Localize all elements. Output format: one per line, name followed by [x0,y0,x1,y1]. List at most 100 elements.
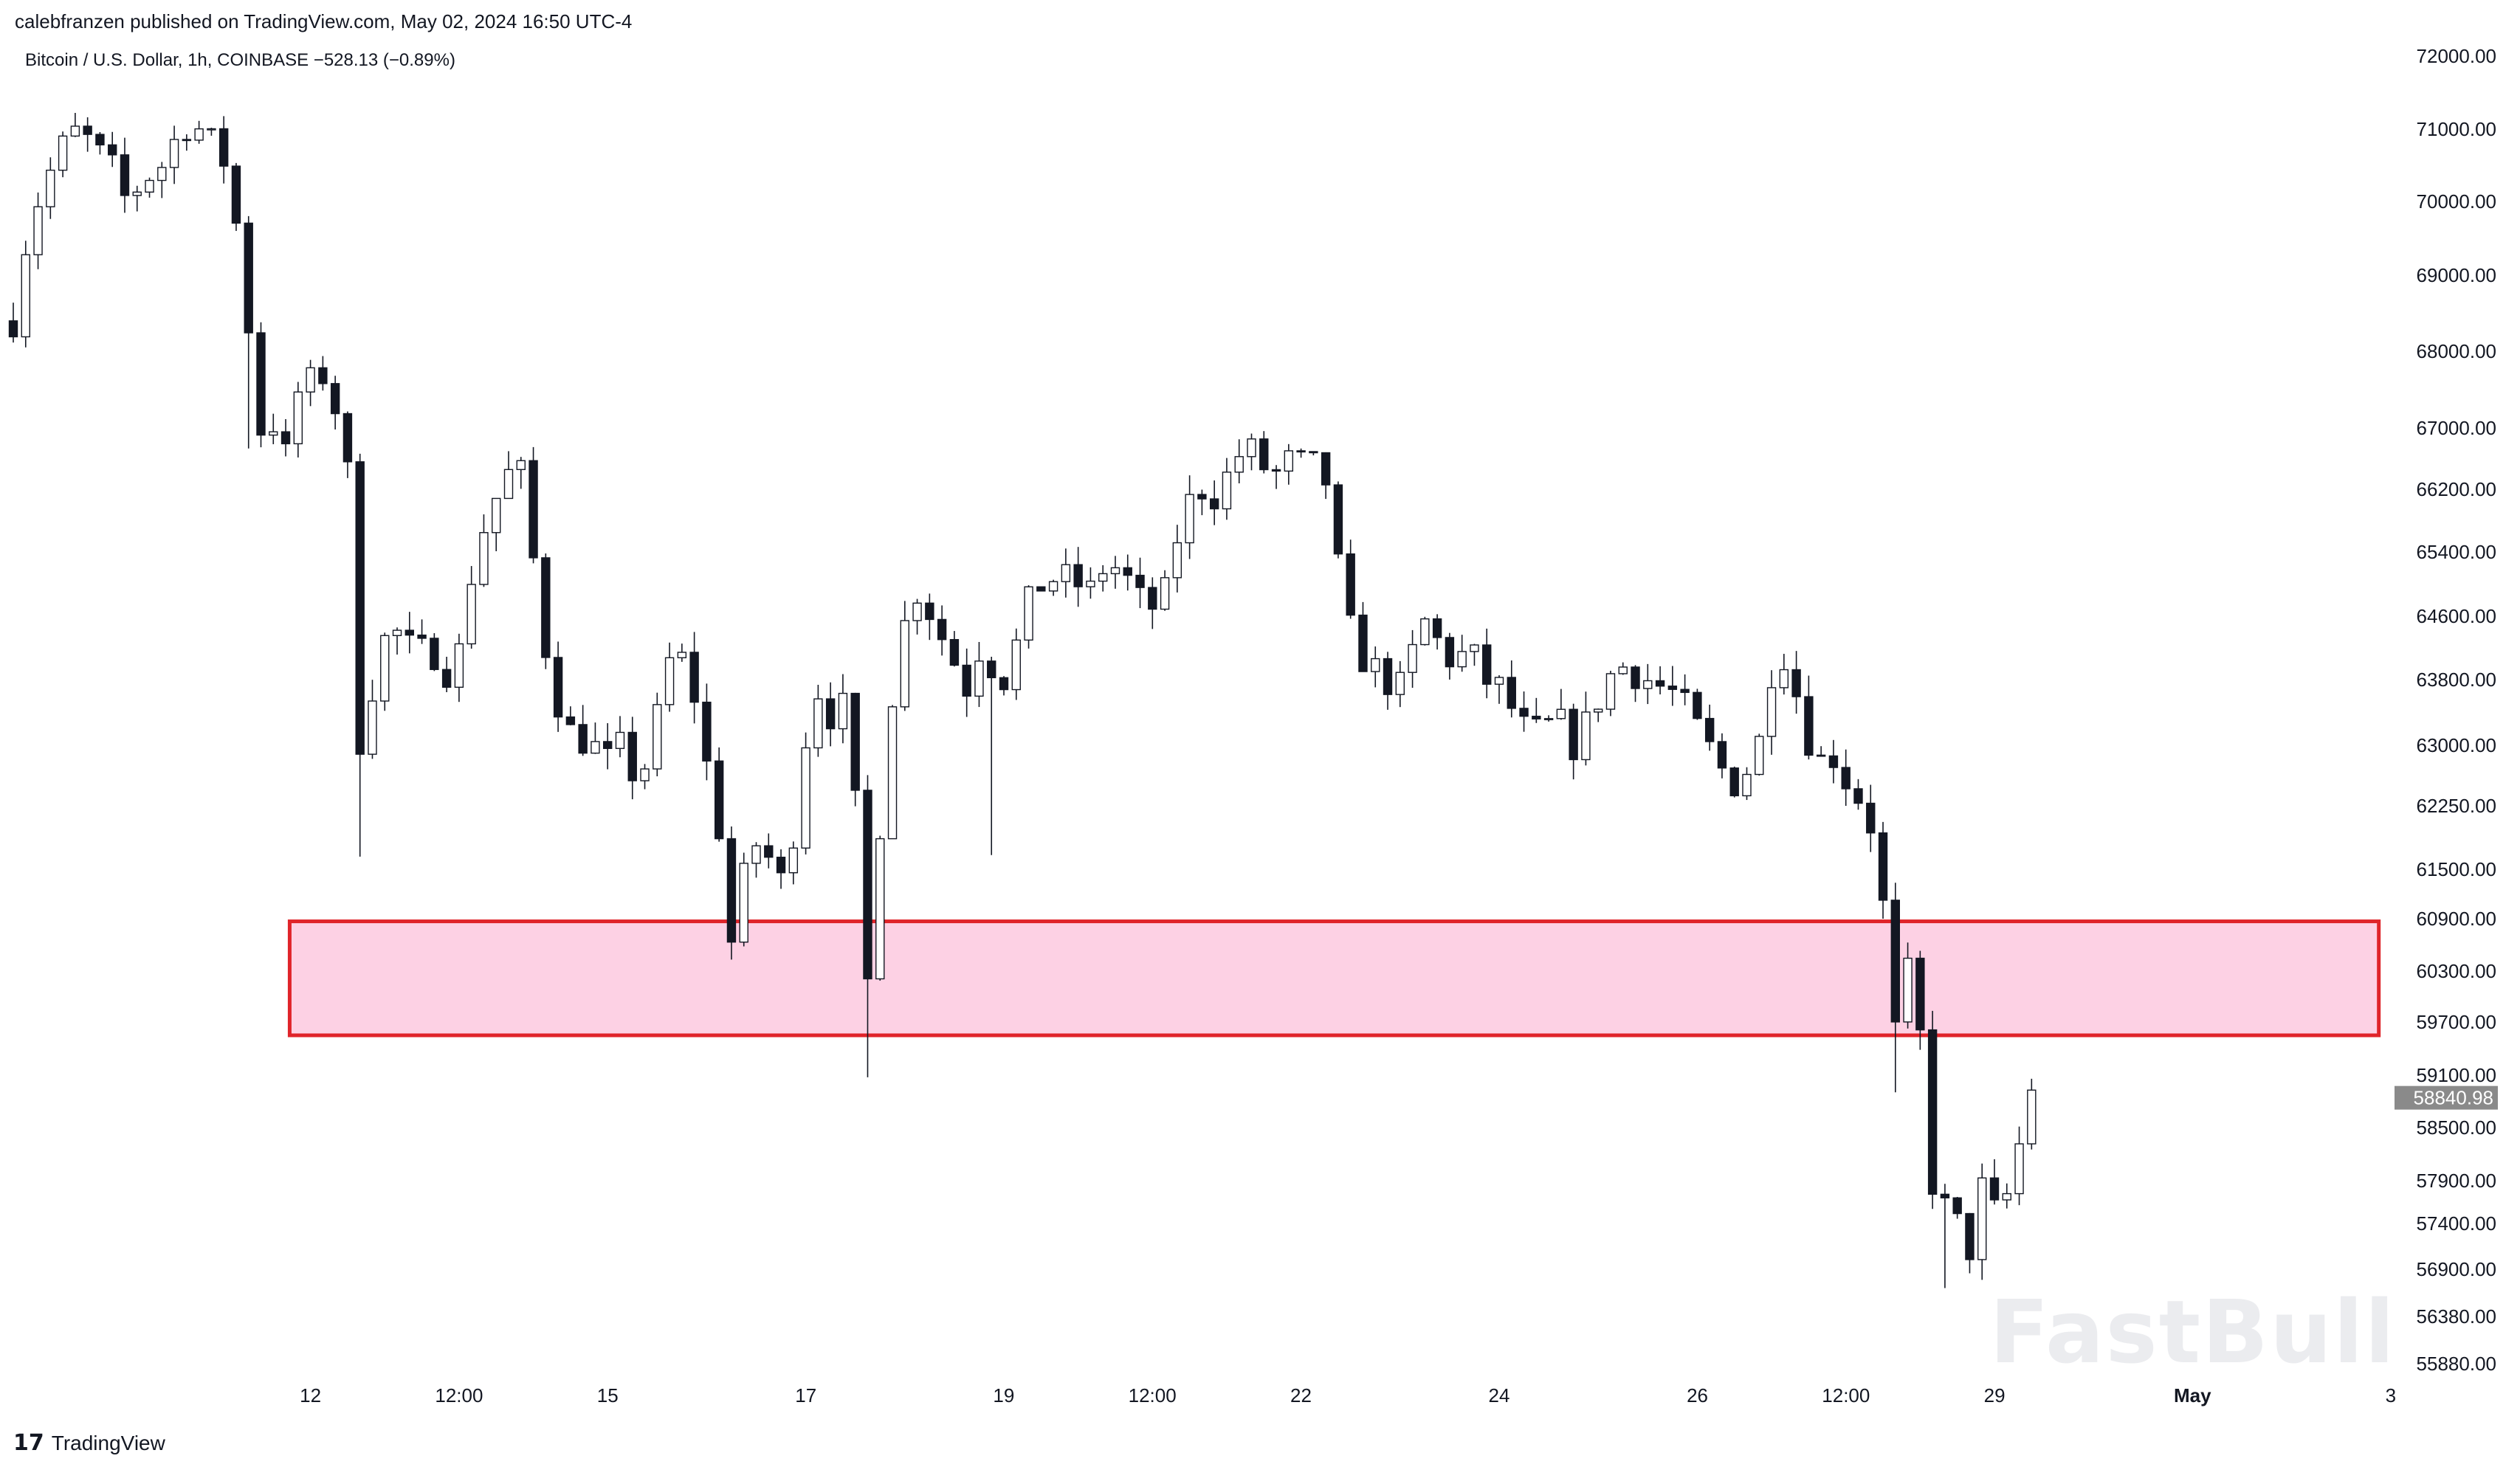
candle [1890,883,1901,1093]
candle [1828,739,1839,784]
candle-body [1011,639,1021,691]
candle-body [776,856,786,874]
candle [368,680,377,759]
candle-body [1569,708,1578,761]
candle [1878,821,1888,919]
candle [1197,489,1207,516]
candle-body [1445,637,1455,668]
last-price-text: 58840.98 [2414,1087,2493,1109]
candle-body [194,128,204,141]
candle-body [1482,644,1492,685]
time-axis-label: 29 [1984,1384,2006,1406]
candle-body [1543,718,1554,720]
candle [764,833,774,869]
tradingview-logo[interactable]: 17 TradingView [13,1430,165,1456]
candle [1061,548,1071,598]
candle [937,605,947,656]
candle-body [974,660,984,697]
candle-body [1086,580,1095,587]
candle-body [1742,773,1752,797]
candle [1358,601,1368,672]
candle-body [925,602,934,621]
candle [1259,431,1269,474]
candle-body [120,154,130,196]
candle-body [1532,715,1541,719]
candle [1135,557,1145,609]
candle-body [1890,900,1901,1023]
candle [1532,697,1541,723]
price-axis-label: 65400.00 [2417,541,2496,563]
price-axis-label: 64600.00 [2417,605,2496,627]
candle-body [937,618,947,641]
candle [330,376,340,430]
candle [1655,666,1665,694]
candle [726,826,737,960]
candle [404,612,414,654]
candle [492,497,501,551]
time-axis[interactable]: 12 12:00 15 17 19 12:00 22 24 26 12:00 29 May 3 [300,1384,2396,1406]
candle [1729,766,1739,798]
candle [169,125,179,184]
candle [1977,1163,1987,1280]
candle [739,852,748,947]
price-axis-label: 71000.00 [2417,118,2496,140]
candle-body [1605,673,1616,710]
price-axis-label: 57900.00 [2417,1170,2496,1192]
price-axis-label: 55880.00 [2417,1353,2496,1375]
candle [392,627,402,655]
candle [714,747,724,842]
price-axis-label: 58500.00 [2417,1116,2496,1139]
candle [1791,651,1801,714]
candle-body [1346,553,1355,616]
candle-body [1123,567,1132,576]
candle [1989,1159,2000,1205]
price-axis-label: 72000.00 [2417,45,2496,67]
candle [280,418,291,457]
candle [677,643,687,662]
candle [21,241,30,348]
candle-body [1866,802,1876,834]
candle [1408,629,1417,688]
candle-body [1395,672,1405,695]
candle [1321,452,1331,500]
candle [1284,443,1294,485]
price-axis-label: 61500.00 [2417,858,2496,880]
candle [1383,652,1393,710]
candle [182,134,192,151]
candle-body [132,191,142,196]
candle-body [1965,1212,1975,1260]
candle-body [33,206,43,255]
candle-body [1915,957,1925,1031]
candle-body [529,460,538,559]
price-axis-label: 59700.00 [2417,1011,2496,1033]
candle-body [1804,696,1814,756]
candle [627,717,637,800]
candle [1371,646,1380,688]
candle-body [1717,741,1727,769]
candle [788,841,799,885]
candle [949,631,960,667]
candle-body [1098,573,1108,582]
candle-body [739,863,748,943]
candle-body [1766,687,1777,737]
candle-body [1693,691,1702,719]
candle [1766,670,1777,755]
support-zone-layer [287,919,2381,1038]
candle [1160,570,1170,611]
candle-body [58,135,68,171]
candle-body [1408,643,1417,673]
candle-body [1927,1029,1938,1195]
candle [887,705,898,840]
candle [269,413,278,444]
candle-body [46,169,55,207]
candle-body [1519,708,1529,717]
price-axis[interactable]: 72000.00 71000.00 70000.00 69000.00 68000.00… [2417,45,2496,1375]
price-axis-label: 62250.00 [2417,795,2496,817]
candle-body [330,383,340,415]
candle [1036,586,1046,592]
price-axis-label: 56900.00 [2417,1258,2496,1280]
candle [1148,577,1157,629]
time-axis-label: 12 [300,1384,321,1406]
candle [1432,614,1442,650]
